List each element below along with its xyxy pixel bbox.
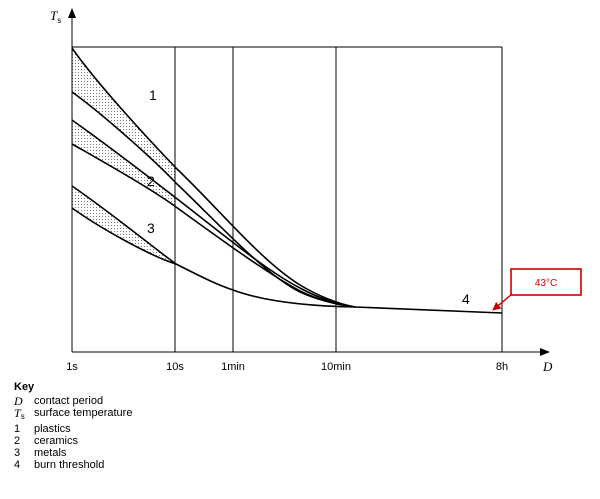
annotation-box — [510, 268, 582, 296]
curve-label-ceramics: 2 — [147, 173, 155, 189]
curve-label-plastics: 1 — [149, 87, 157, 103]
ceramics-band — [72, 120, 176, 207]
key-text: metals — [34, 447, 67, 459]
plot-frame — [72, 46, 503, 352]
metals-upper-curve — [71, 185, 356, 308]
y-axis-symbol-main: T — [50, 8, 58, 23]
key-symbol-main: T — [14, 406, 21, 420]
key-text: burn threshold — [34, 459, 105, 471]
curve-label-burn-threshold: 4 — [462, 291, 470, 307]
y-axis-symbol: Ts — [50, 8, 61, 25]
key-legend: Key D contact period Ts surface temperat… — [14, 381, 132, 471]
y-axis-symbol-subscript: s — [57, 16, 61, 25]
curve-label-metals: 3 — [147, 220, 155, 236]
key-title: Key — [14, 381, 35, 393]
burn-threshold-chart: 1 2 3 4 43°C 1s 10s 1min 10min 8h D Ts — [50, 8, 582, 374]
key-symbol-subscript: s — [20, 412, 25, 421]
annotation-arrow — [492, 293, 513, 311]
key-symbol: 4 — [14, 459, 21, 471]
key-item-surface-temperature: Ts surface temperature — [14, 407, 132, 423]
key-symbol: 1 — [14, 423, 21, 435]
plastics-upper-curve — [71, 47, 356, 308]
key-symbol: D — [14, 394, 23, 408]
key-text: ceramics — [34, 435, 79, 447]
key-symbol: 2 — [14, 435, 21, 447]
key-text: surface temperature — [34, 407, 133, 419]
x-tick-label-10s: 10s — [166, 361, 184, 373]
key-item-plastics: 1 plastics — [14, 423, 132, 435]
key-item-contact-period: D contact period — [14, 395, 132, 407]
key-text: contact period — [34, 395, 104, 407]
key-symbol: 3 — [14, 447, 21, 459]
x-axis-symbol: D — [542, 359, 553, 374]
key-item-ceramics: 2 ceramics — [14, 435, 132, 447]
annotation-text: 43°C — [535, 278, 557, 289]
key-text: plastics — [34, 423, 71, 435]
x-tick-label-1s: 1s — [66, 361, 78, 373]
burn-threshold-curve — [354, 306, 503, 314]
y-axis-arrow — [68, 8, 76, 18]
key-item-burn-threshold: 4 burn threshold — [14, 459, 132, 471]
x-tick-label-8h: 8h — [496, 361, 508, 373]
ceramics-upper-curve — [71, 119, 356, 308]
key-item-metals: 3 metals — [14, 447, 132, 459]
x-tick-label-1min: 1min — [221, 361, 245, 373]
metals-lower-curve — [71, 207, 177, 265]
key-symbol: Ts — [14, 407, 34, 423]
x-axis-arrow — [540, 348, 550, 356]
ceramics-lower-curve — [71, 143, 356, 308]
x-tick-label-10min: 10min — [321, 361, 351, 373]
